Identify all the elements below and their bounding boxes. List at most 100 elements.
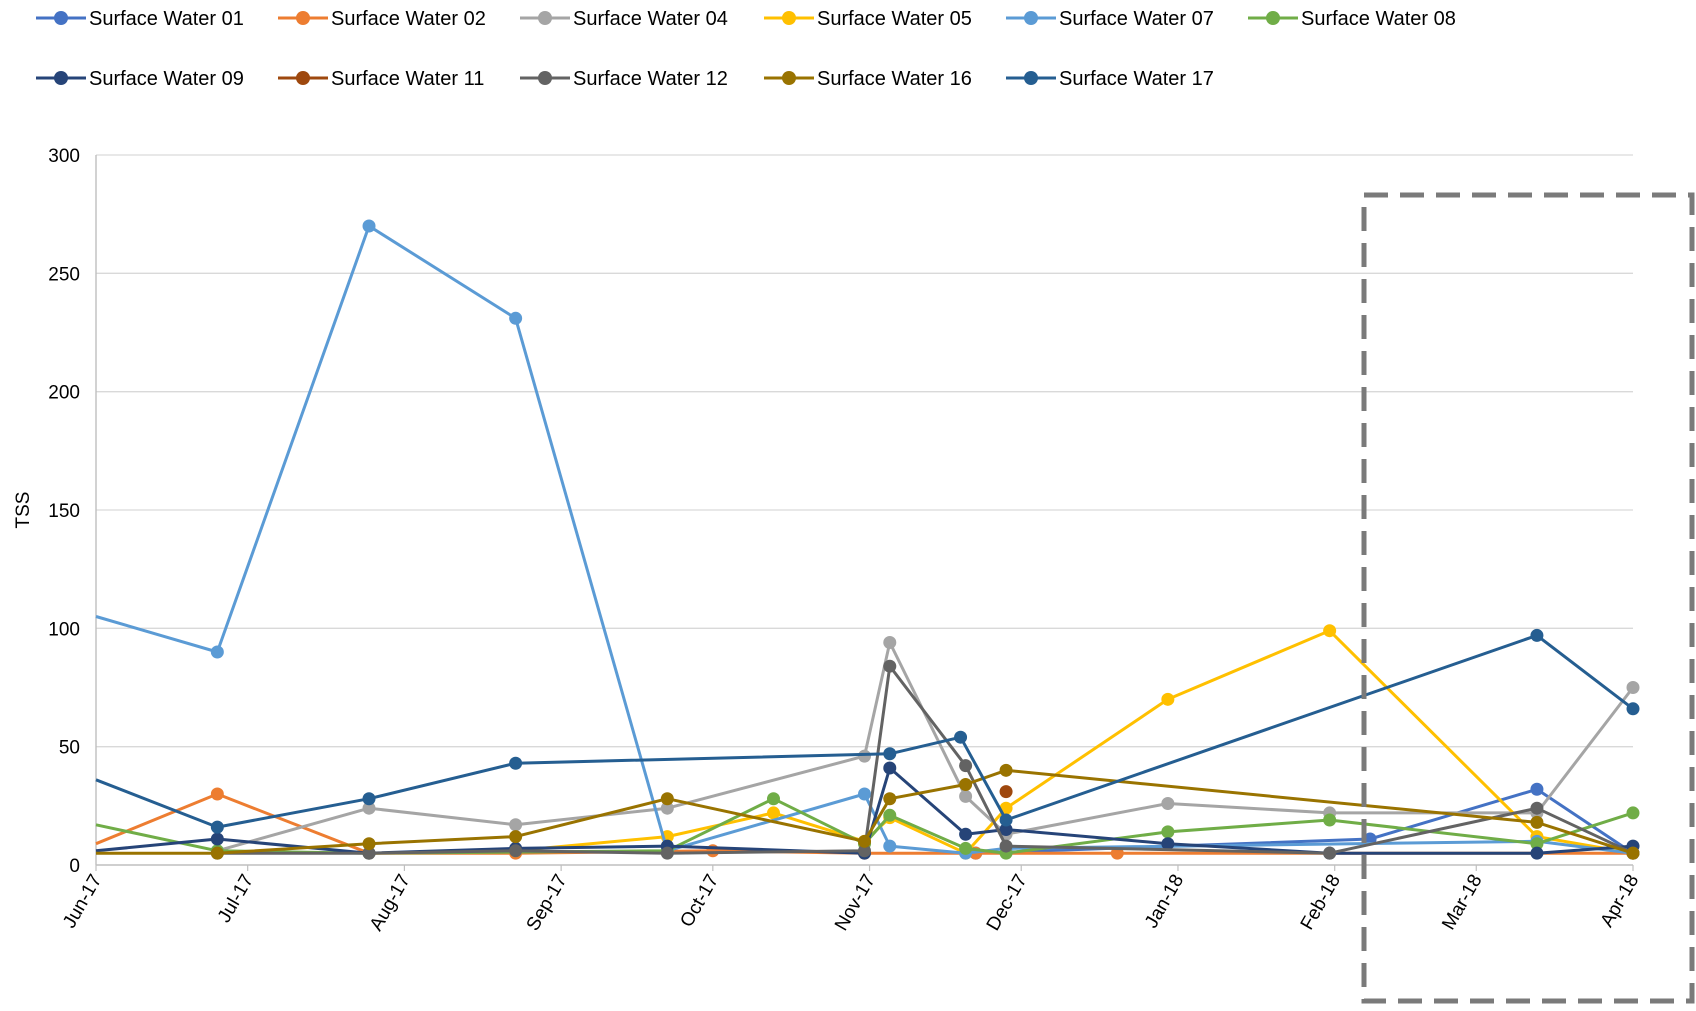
legend-item: Surface Water 09: [36, 68, 244, 90]
legend-swatch-marker: [538, 11, 552, 25]
y-tick-label: 150: [48, 501, 80, 522]
legend-item: Surface Water 07: [1006, 8, 1214, 30]
highlight-box: [1361, 192, 1695, 1004]
legend-item: Surface Water 12: [520, 68, 728, 90]
data-point: [883, 808, 897, 822]
data-point: [883, 839, 897, 853]
legend-swatch-marker: [1024, 11, 1038, 25]
x-tick-label: Nov-17: [831, 871, 880, 935]
data-point: [766, 792, 780, 806]
legend-label: Surface Water 02: [331, 8, 486, 30]
data-point: [1530, 815, 1544, 829]
data-point: [1323, 846, 1337, 860]
data-point: [210, 832, 224, 846]
y-tick-label: 200: [48, 383, 80, 404]
legend-label: Surface Water 04: [573, 8, 728, 30]
x-tick-label: Feb-18: [1297, 871, 1345, 934]
legend-item: Surface Water 05: [764, 8, 972, 30]
data-point: [210, 846, 224, 860]
data-point: [766, 806, 780, 820]
data-point: [959, 841, 973, 855]
data-point: [1161, 825, 1175, 839]
x-tick-label: Aug-17: [366, 871, 415, 935]
data-point: [1161, 692, 1175, 706]
legend-item: Surface Water 04: [520, 8, 728, 30]
data-point: [1530, 628, 1544, 642]
data-point: [660, 801, 674, 815]
y-tick-label: 100: [48, 619, 80, 640]
axes: 0 50 100 150 200 250 300 Jun-17 Jul-17 Aug-17 Sep-…: [48, 146, 1643, 935]
data-point: [210, 820, 224, 834]
data-point: [858, 749, 871, 763]
data-point: [509, 844, 523, 858]
legend-label: Surface Water 11: [331, 68, 484, 90]
legend-item: Surface Water 16: [764, 68, 972, 90]
data-point: [509, 311, 523, 325]
data-point: [660, 792, 674, 806]
legend-swatch-marker: [782, 71, 796, 85]
data-point: [959, 759, 973, 773]
data-point: [1626, 702, 1640, 716]
gridlines: [96, 154, 1633, 866]
legend-label: Surface Water 09: [89, 68, 244, 90]
data-point: [362, 801, 376, 815]
data-point: [883, 659, 897, 673]
legend-swatch-marker: [54, 71, 68, 85]
legend-swatch-marker: [1266, 11, 1280, 25]
data-point: [1161, 796, 1175, 810]
legend-swatch-marker: [296, 11, 310, 25]
x-tick-label: Oct-17: [676, 871, 723, 931]
legend-swatch-marker: [54, 11, 68, 25]
y-tick-label: 0: [69, 856, 80, 877]
legend: Surface Water 01 Surface Water 02 Surface …: [36, 8, 1456, 90]
data-point: [1530, 837, 1544, 851]
legend-label: Surface Water 05: [817, 8, 972, 30]
y-tick-label: 50: [59, 738, 80, 759]
data-point: [999, 813, 1013, 827]
legend-item: Surface Water 02: [278, 8, 486, 30]
data-point: [999, 823, 1013, 836]
y-tick-label: 250: [48, 264, 80, 285]
series-surface-water-11: [999, 785, 1013, 799]
data-point: [1626, 846, 1640, 860]
data-point: [1530, 801, 1544, 815]
data-point: [959, 789, 973, 803]
data-point: [959, 778, 973, 792]
legend-label: Surface Water 01: [89, 8, 244, 30]
data-point: [1626, 681, 1640, 694]
data-point: [858, 787, 871, 801]
data-point: [210, 787, 224, 801]
data-point: [1626, 806, 1640, 820]
y-tick-label: 300: [48, 146, 80, 167]
series-lines: [95, 219, 1640, 860]
legend-swatch-marker: [538, 71, 552, 85]
data-point: [959, 827, 973, 841]
y-axis-label: TSS: [13, 492, 34, 529]
x-tick-label: Sep-17: [523, 871, 572, 935]
data-point: [883, 636, 897, 650]
data-point: [660, 846, 674, 860]
data-point: [883, 747, 897, 761]
data-point: [858, 834, 871, 848]
data-point: [210, 645, 224, 659]
x-tick-label: Jul-17: [214, 871, 258, 926]
x-tick-label: Jun-17: [59, 871, 106, 932]
legend-item: Surface Water 17: [1006, 68, 1214, 90]
data-point: [1323, 624, 1337, 638]
data-point: [1323, 813, 1337, 827]
legend-swatch-marker: [1024, 71, 1038, 85]
data-point: [362, 792, 376, 806]
data-point: [883, 792, 897, 806]
data-point: [1530, 846, 1544, 860]
highlight-box-layer: [1361, 192, 1695, 1004]
data-point: [883, 761, 897, 775]
data-point: [1161, 837, 1175, 851]
data-point: [362, 846, 376, 860]
series-surface-water-16: [96, 763, 1640, 860]
data-point: [954, 730, 968, 744]
data-point: [362, 837, 376, 851]
data-point: [858, 844, 871, 858]
legend-swatch-marker: [782, 11, 796, 25]
